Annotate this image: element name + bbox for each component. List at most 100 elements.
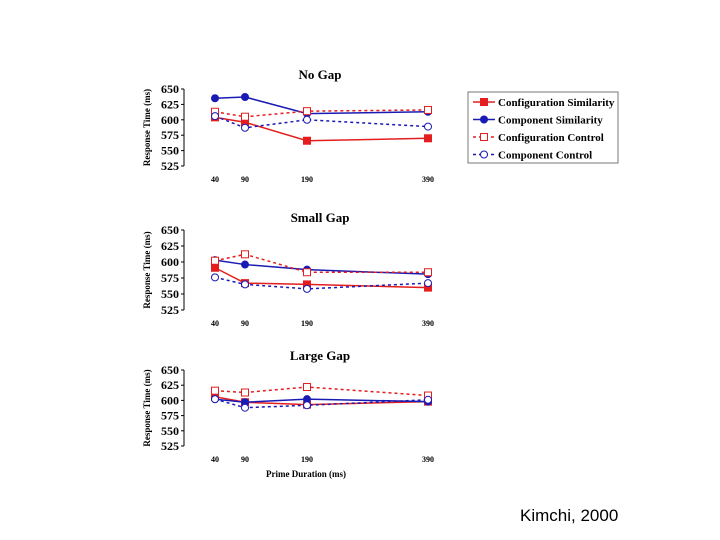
data-point [424,105,432,114]
x-tick-label: 390 [422,319,434,328]
data-point [241,280,249,289]
data-point [211,112,219,121]
series-line [214,96,429,115]
series-line [214,398,429,409]
citation-caption: Kimchi, 2000 [520,506,619,525]
series-line [214,386,429,397]
data-point [241,250,249,259]
x-tick-label: 90 [241,455,249,464]
series-component-similarity [211,256,432,279]
x-axis-label: Prime Duration (ms) [266,469,346,479]
legend-label: Component Control [498,150,592,162]
series-configuration-control [211,383,432,400]
legend-marker [480,133,488,141]
y-tick-label: 575 [161,128,179,142]
y-tick-label: 575 [161,409,179,423]
y-tick-label: 625 [161,97,179,111]
data-point [241,403,249,412]
legend-item: Component Control [473,150,592,162]
y-tick-label: 525 [161,159,179,173]
data-point [241,260,249,269]
data-point [241,93,249,102]
data-point [424,134,432,143]
series-line [214,398,429,403]
panel-title: Small Gap [291,210,350,225]
legend-marker [480,115,488,124]
y-axis-label: Response Time (ms) [142,369,152,446]
data-point [303,401,311,410]
y-tick-label: 525 [161,439,179,453]
series-line [214,259,429,275]
x-tick-label: 40 [211,455,219,464]
series-line [214,396,429,406]
x-tick-label: 90 [241,319,249,328]
legend-item: Component Similarity [473,115,603,127]
legend-marker [480,150,488,159]
y-tick-label: 550 [161,424,179,438]
panel-title: No Gap [299,67,342,82]
x-tick-label: 90 [241,175,249,184]
series-line [214,267,429,289]
series-line [214,116,429,142]
x-tick-label: 390 [422,455,434,464]
x-tick-label: 190 [301,175,313,184]
data-point [211,256,219,265]
series-configuration-control [211,250,432,277]
data-point [424,268,432,277]
legend-label: Component Similarity [498,115,603,127]
x-tick-label: 190 [301,455,313,464]
x-tick-label: 390 [422,175,434,184]
y-axis-label: Response Time (ms) [142,231,152,308]
panel-small-gap: Small Gap 650 625 600 575 550 525 Response Time… [142,210,434,328]
y-tick-label: 625 [161,239,179,253]
legend-label: Configuration Control [498,132,604,144]
data-point [211,386,219,395]
data-point [303,107,311,116]
series-line [214,276,429,290]
data-point [303,284,311,293]
legend-label: Configuration Similarity [498,97,615,109]
y-tick-label: 650 [161,223,179,237]
x-tick-label: 40 [211,175,219,184]
data-point [241,388,249,397]
legend: Configuration Similarity Component Simila… [467,91,619,164]
y-tick-label: 550 [161,144,179,158]
data-point [303,136,311,145]
series-line [214,253,428,273]
y-tick-label: 525 [161,303,179,317]
series-line [214,109,429,118]
data-point [424,122,432,131]
data-point [424,395,432,404]
legend-marker [480,98,488,106]
data-point [211,263,219,272]
data-point [303,383,311,392]
y-axis-label: Response Time (ms) [142,89,152,166]
y-tick-label: 550 [161,287,179,301]
y-tick-label: 600 [161,393,179,407]
series-component-control [211,395,432,412]
data-point [424,279,432,288]
y-tick-label: 600 [161,255,179,269]
series-component-control [211,112,432,132]
series-configuration-control [211,105,432,121]
x-tick-label: 40 [211,319,219,328]
legend-item: Configuration Similarity [473,97,615,109]
y-tick-label: 650 [161,82,179,96]
data-point [211,273,219,282]
y-tick-label: 575 [161,271,179,285]
data-point [241,123,249,132]
panel-title: Large Gap [290,348,350,363]
legend-item: Configuration Control [473,132,604,144]
data-point [241,112,249,121]
y-tick-label: 600 [161,113,179,127]
data-point [303,268,311,277]
data-point [211,395,219,404]
series-component-control [211,273,432,293]
data-point [303,115,311,124]
legend-box [467,91,619,164]
data-point [211,94,219,103]
x-tick-label: 190 [301,319,313,328]
